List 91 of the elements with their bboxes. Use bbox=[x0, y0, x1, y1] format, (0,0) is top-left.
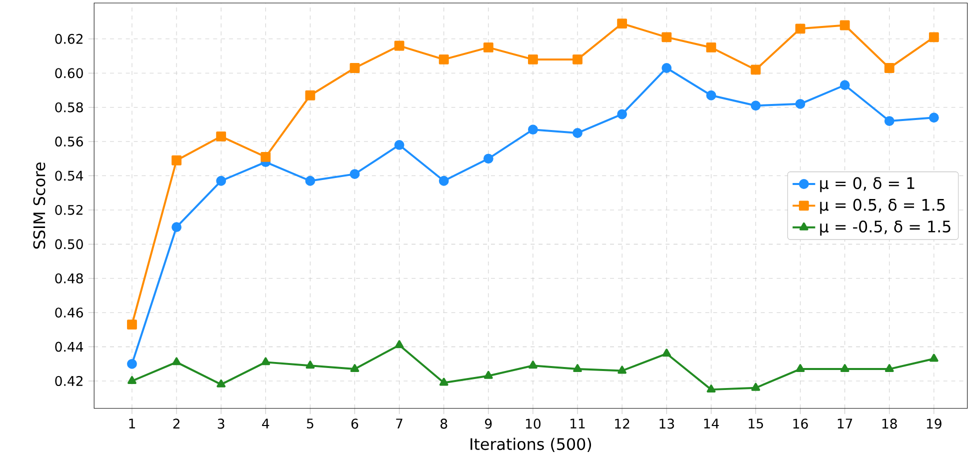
point bbox=[483, 153, 494, 164]
point bbox=[128, 376, 136, 384]
point bbox=[528, 54, 538, 64]
point bbox=[528, 360, 538, 368]
point bbox=[439, 378, 448, 386]
legend-label: μ = -0.5, δ = 1.5 bbox=[820, 220, 950, 236]
point bbox=[438, 176, 449, 186]
y-tick-label: 0.54 bbox=[55, 170, 84, 181]
point bbox=[127, 319, 137, 330]
point bbox=[840, 80, 850, 90]
point bbox=[662, 32, 672, 42]
point bbox=[305, 90, 316, 100]
point bbox=[260, 152, 271, 162]
y-tick-label: 0.60 bbox=[55, 68, 83, 78]
x-tick-label: 15 bbox=[748, 418, 763, 428]
y-tick-label: 0.46 bbox=[55, 307, 83, 318]
x-tick-label: 17 bbox=[838, 418, 852, 428]
point bbox=[929, 354, 938, 362]
point bbox=[261, 357, 270, 365]
x-tick-label: 4 bbox=[262, 418, 270, 428]
y-tick-label: 0.50 bbox=[55, 238, 83, 249]
point bbox=[928, 32, 939, 42]
point bbox=[795, 23, 806, 34]
point bbox=[572, 54, 582, 64]
point bbox=[172, 357, 181, 365]
x-tick-label: 8 bbox=[440, 418, 448, 428]
point bbox=[795, 98, 806, 109]
point bbox=[884, 364, 894, 372]
x-tick-label: 16 bbox=[793, 418, 808, 428]
y-tick-label: 0.52 bbox=[55, 204, 82, 215]
point bbox=[751, 382, 760, 391]
x-tick-label: 13 bbox=[660, 418, 674, 428]
point bbox=[840, 20, 850, 30]
x-tick-label: 7 bbox=[396, 418, 402, 428]
point bbox=[618, 366, 626, 374]
point bbox=[394, 140, 404, 150]
point bbox=[438, 54, 449, 64]
point bbox=[394, 340, 404, 348]
point bbox=[172, 222, 182, 232]
y-axis-title: SSIM Score bbox=[33, 162, 46, 248]
x-tick-label: 5 bbox=[307, 418, 314, 428]
x-tick-label: 9 bbox=[485, 418, 492, 428]
x-tick-label: 10 bbox=[526, 418, 541, 428]
point bbox=[750, 100, 761, 110]
legend-label: μ = 0, δ = 1 bbox=[820, 176, 914, 192]
x-tick-label: 19 bbox=[926, 418, 942, 428]
point bbox=[884, 62, 894, 73]
point bbox=[127, 358, 137, 369]
x-tick-label: 12 bbox=[615, 418, 630, 428]
point bbox=[306, 360, 315, 368]
y-tick-label: 0.48 bbox=[55, 273, 83, 284]
y-tick-label: 0.58 bbox=[55, 102, 83, 112]
point bbox=[706, 90, 716, 100]
legend-label: μ = 0.5, δ = 1.5 bbox=[820, 198, 945, 214]
point bbox=[483, 42, 494, 52]
point bbox=[350, 168, 360, 179]
point bbox=[840, 364, 850, 372]
point bbox=[706, 384, 716, 392]
point bbox=[528, 124, 538, 134]
point bbox=[350, 364, 360, 372]
point bbox=[928, 112, 939, 122]
point bbox=[484, 370, 493, 379]
point bbox=[172, 155, 182, 166]
y-tick-label: 0.42 bbox=[55, 376, 82, 386]
x-tick-label: 1 bbox=[129, 418, 135, 428]
point bbox=[394, 40, 404, 50]
y-tick-label: 0.62 bbox=[55, 34, 82, 44]
x-tick-label: 2 bbox=[173, 418, 180, 428]
x-tick-label: 18 bbox=[882, 418, 897, 428]
y-tick-label: 0.56 bbox=[55, 136, 83, 146]
x-tick-label: 14 bbox=[704, 418, 719, 428]
point bbox=[305, 176, 316, 186]
point bbox=[216, 176, 226, 186]
x-tick-label: 3 bbox=[218, 418, 224, 428]
point bbox=[572, 128, 582, 138]
point bbox=[617, 108, 628, 119]
point bbox=[750, 64, 761, 74]
point bbox=[216, 379, 226, 388]
point bbox=[796, 364, 805, 372]
point bbox=[706, 42, 716, 52]
point bbox=[617, 18, 628, 28]
x-tick-label: 11 bbox=[570, 418, 585, 428]
point bbox=[350, 62, 360, 73]
point bbox=[884, 116, 894, 126]
x-axis-title: Iterations (500) bbox=[470, 438, 592, 452]
y-tick-label: 0.44 bbox=[55, 342, 84, 352]
point bbox=[573, 364, 582, 372]
point bbox=[216, 131, 226, 142]
x-tick-label: 6 bbox=[351, 418, 358, 428]
point bbox=[662, 348, 672, 356]
point bbox=[662, 62, 672, 73]
